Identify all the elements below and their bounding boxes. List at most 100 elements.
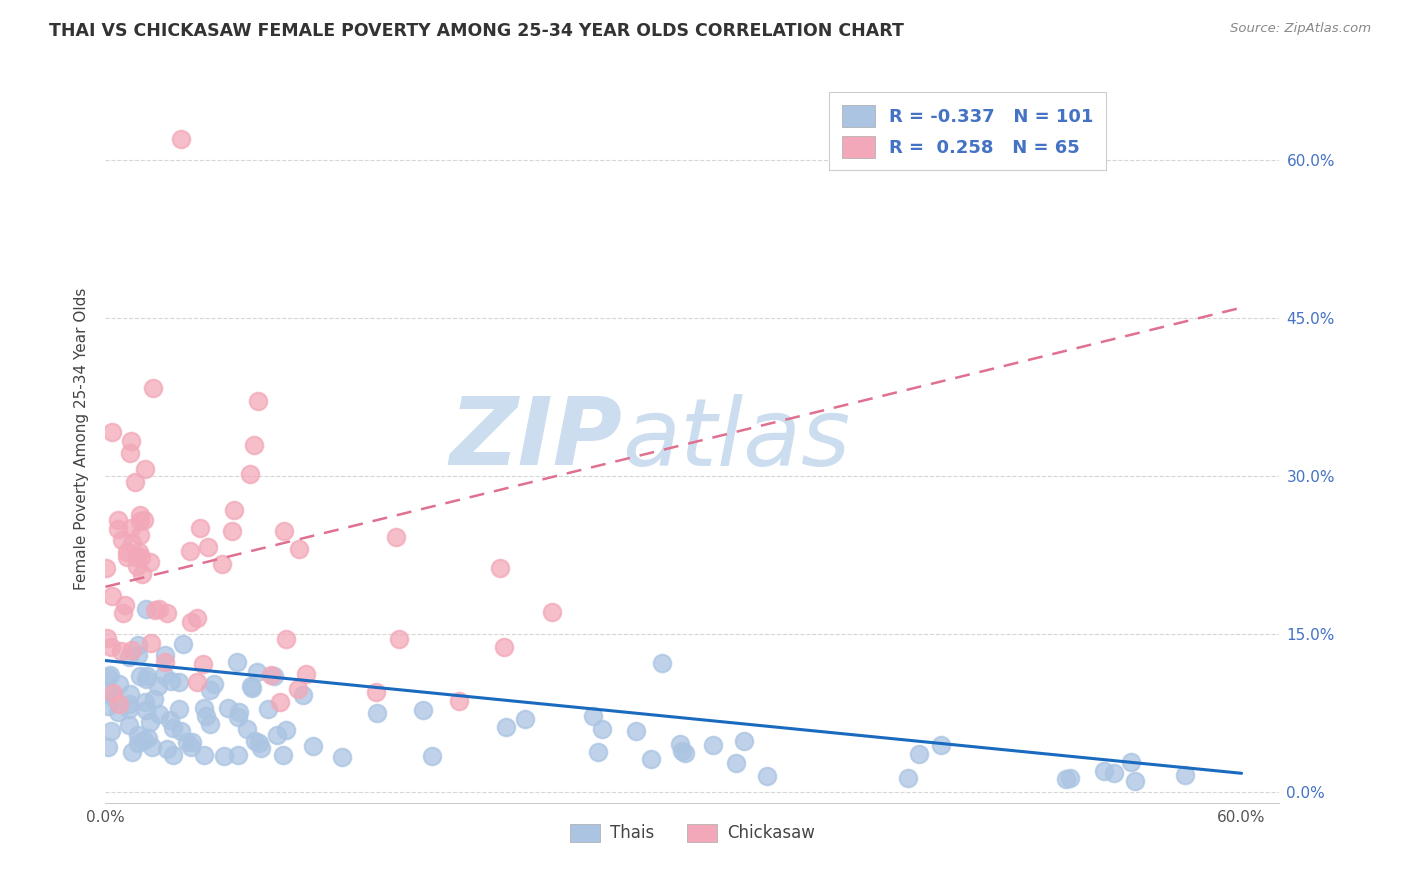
Point (513, 712, 536, 726)
Point (129, 669, 152, 683)
Point (1173, 768, 1195, 782)
Point (118, 718, 141, 732)
Point (131, 566, 153, 581)
Point (702, 738, 724, 752)
Point (668, 737, 690, 751)
Point (112, 606, 135, 620)
Point (125, 549, 148, 564)
Point (239, 679, 262, 693)
Point (447, 694, 470, 708)
Point (127, 728, 149, 742)
Legend: Thais, Chickasaw: Thais, Chickasaw (562, 817, 823, 849)
Point (121, 536, 143, 550)
Point (167, 702, 190, 716)
Point (121, 643, 143, 657)
Point (1102, 765, 1125, 780)
Point (135, 672, 157, 686)
Point (117, 650, 139, 665)
Point (671, 744, 693, 758)
Point (121, 745, 143, 759)
Point (134, 695, 156, 709)
Point (127, 648, 149, 663)
Point (489, 561, 512, 575)
Point (287, 682, 309, 697)
Point (152, 667, 174, 681)
Point (273, 747, 295, 762)
Point (143, 692, 166, 706)
Point (217, 701, 239, 715)
Point (364, 685, 387, 699)
Point (117, 545, 139, 559)
Point (243, 438, 266, 452)
Point (135, 602, 157, 616)
Point (136, 731, 159, 745)
Point (98, 668, 121, 682)
Point (247, 393, 270, 408)
Point (159, 673, 181, 688)
Point (101, 589, 124, 603)
Point (120, 434, 142, 449)
Point (420, 749, 443, 764)
Point (148, 679, 170, 693)
Point (97, 670, 120, 684)
Point (276, 632, 298, 646)
Point (155, 741, 177, 756)
Point (194, 708, 217, 723)
Point (129, 528, 152, 542)
Point (172, 637, 194, 651)
Point (200, 716, 222, 731)
Point (118, 697, 141, 711)
Point (142, 381, 165, 395)
Point (1059, 771, 1081, 785)
Point (96, 560, 118, 574)
Point (103, 690, 125, 705)
Point (245, 665, 267, 679)
Point (541, 605, 564, 619)
Point (226, 655, 249, 669)
Point (288, 542, 311, 557)
Point (586, 746, 609, 760)
Point (330, 750, 353, 764)
Point (97, 698, 120, 713)
Point (228, 706, 250, 720)
Point (128, 508, 150, 523)
Point (138, 714, 160, 729)
Point (907, 747, 929, 762)
Point (179, 544, 201, 558)
Point (260, 667, 283, 681)
Point (492, 640, 515, 654)
Point (170, 132, 193, 146)
Point (148, 601, 170, 615)
Point (162, 721, 184, 735)
Point (197, 540, 219, 554)
Text: atlas: atlas (621, 393, 851, 485)
Point (96, 631, 118, 645)
Point (212, 749, 235, 764)
Point (124, 475, 146, 489)
Point (155, 656, 177, 670)
Point (114, 599, 136, 613)
Point (191, 657, 214, 671)
Point (127, 735, 149, 749)
Point (128, 545, 150, 559)
Point (222, 503, 245, 517)
Point (180, 615, 202, 629)
Point (100, 723, 122, 738)
Point (135, 669, 157, 683)
Point (292, 689, 315, 703)
Point (226, 747, 249, 762)
Point (294, 667, 316, 681)
Point (180, 739, 202, 754)
Point (101, 686, 124, 700)
Point (725, 756, 748, 770)
Text: ZIP: ZIP (449, 393, 621, 485)
Point (167, 675, 190, 690)
Text: Source: ZipAtlas.com: Source: ZipAtlas.com (1230, 22, 1371, 36)
Point (266, 728, 288, 742)
Point (675, 746, 697, 760)
Point (1119, 756, 1142, 770)
Point (929, 738, 952, 752)
Point (211, 557, 233, 571)
Point (111, 533, 134, 547)
Point (1092, 764, 1115, 779)
